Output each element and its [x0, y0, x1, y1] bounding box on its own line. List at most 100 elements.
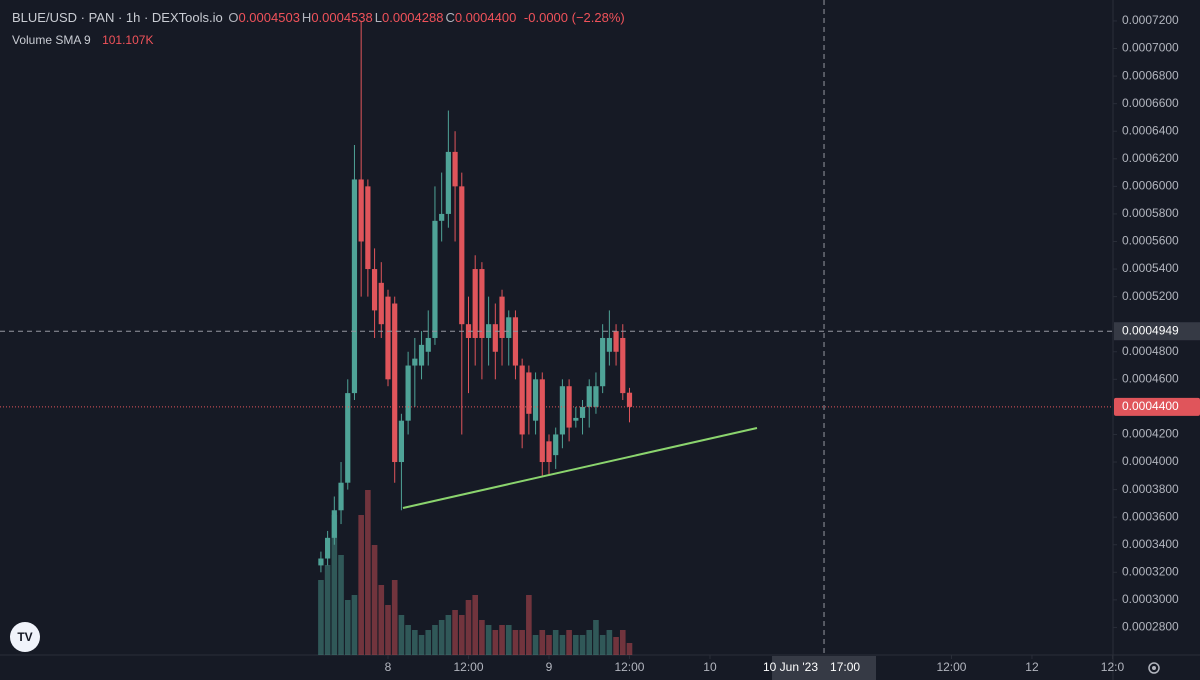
y-tick-label: 0.0004800	[1122, 344, 1179, 358]
volume-layer	[318, 490, 633, 655]
y-tick-label: 0.0005800	[1122, 206, 1179, 220]
candle-body	[398, 420, 405, 463]
volume-bar	[559, 635, 566, 655]
volume-bar	[432, 625, 438, 655]
candle-body	[546, 441, 552, 463]
volume-bar	[412, 630, 418, 655]
candle-body	[606, 337, 612, 352]
candle-body	[432, 220, 438, 338]
candle-body	[553, 434, 559, 456]
candle-body	[425, 337, 431, 352]
x-tick-label: 12:00	[614, 660, 644, 674]
volume-bar	[499, 625, 505, 655]
candle-body	[365, 186, 371, 270]
candle-body	[385, 296, 391, 380]
volume-bar	[593, 620, 599, 655]
y-tick-label: 0.0007200	[1122, 13, 1179, 27]
last-price-label: 0.0004400	[1122, 399, 1179, 413]
ohlc-value: 0.0004400	[454, 10, 517, 25]
ohlc-value: 0.0004538	[311, 10, 373, 25]
x-tick-label: 12:0	[1101, 660, 1125, 674]
header: BLUE/USD · PAN · 1h · DEXTools.io O0.000…	[12, 10, 627, 25]
ohlc-key: O	[228, 10, 239, 25]
ohlc-key: L	[374, 10, 382, 25]
volume-bar	[546, 635, 552, 655]
candle-body	[586, 386, 592, 407]
volume-bar	[331, 515, 338, 655]
candle-body	[325, 537, 331, 559]
tv-logo: TV	[10, 622, 40, 652]
ohlc-key: H	[301, 10, 312, 25]
y-tick-label: 0.0006400	[1122, 123, 1179, 137]
y-tick-label: 0.0004200	[1122, 427, 1179, 441]
candle-body	[345, 393, 351, 483]
volume-bar	[338, 555, 344, 655]
volume-bar	[552, 630, 559, 655]
volume-bar	[606, 630, 613, 655]
y-tick-label: 0.0005400	[1122, 261, 1179, 275]
y-tick-label: 0.0004000	[1122, 454, 1179, 468]
candle-body	[418, 344, 425, 366]
candle-body	[331, 510, 337, 538]
y-tick-label: 0.0006000	[1122, 179, 1179, 193]
candle-body	[439, 213, 445, 221]
y-tick-label: 0.0005200	[1122, 289, 1179, 303]
y-tick-label: 0.0007000	[1122, 41, 1179, 55]
x-tick-label: 12:00	[936, 660, 966, 674]
x-tick-label: 10	[703, 660, 717, 674]
candle-body	[579, 406, 586, 418]
volume-bar	[438, 620, 445, 655]
candle-body	[519, 365, 525, 435]
volume-bar	[365, 490, 371, 655]
volume-bar	[344, 600, 351, 655]
y-tick-label: 0.0006200	[1122, 151, 1179, 165]
candle-body	[499, 296, 505, 338]
volume-bar	[391, 580, 398, 655]
candle-body	[412, 358, 418, 366]
last-price-box	[1114, 397, 1200, 416]
candle-body	[506, 317, 512, 338]
candle-body	[371, 269, 378, 311]
candle-body	[620, 337, 626, 394]
volume-bar	[613, 637, 619, 655]
volume-bar	[532, 635, 539, 655]
x-tick-label: 12:00	[453, 660, 483, 674]
y-tick-label: 0.0006800	[1122, 68, 1179, 82]
volume-bar	[492, 630, 499, 655]
volume-legend: Volume SMA 9 101.107K	[12, 33, 155, 47]
candle-body	[479, 269, 485, 338]
volume-bar	[452, 610, 458, 655]
settings-icon[interactable]	[1148, 662, 1160, 674]
x-tick-label: 8	[385, 660, 392, 674]
crosshair-date-label: 10 Jun '23	[763, 660, 818, 674]
volume-bar	[573, 635, 579, 655]
candle-body	[452, 151, 458, 187]
candle-body	[318, 558, 324, 566]
ohlc-key: C	[445, 10, 455, 25]
y-tick-label: 0.0003800	[1122, 482, 1179, 496]
change-label: -0.0000 (−2.28%)	[523, 10, 625, 25]
volume-bar	[479, 620, 485, 655]
candle-body	[445, 151, 451, 214]
candle-body	[526, 372, 532, 414]
candle-body	[351, 179, 358, 394]
ohlc-legend: O0.0004503 H0.0004538 L0.0004288 C0.0004400	[228, 10, 518, 25]
y-tick-label: 0.0004600	[1122, 371, 1179, 385]
candle-body	[573, 417, 579, 421]
ohlc-value: 0.0004288	[382, 10, 444, 25]
volume-bar	[445, 615, 452, 655]
candle-body	[532, 379, 539, 421]
volume-bar	[425, 630, 432, 655]
candle-body	[459, 186, 465, 325]
volume-bar	[539, 630, 546, 655]
candle-body	[338, 482, 344, 511]
candle-body	[600, 337, 606, 387]
volume-bar	[318, 580, 324, 655]
candle-body	[472, 269, 478, 338]
crosshair-time-label: 17:00	[830, 660, 860, 674]
volume-bar	[485, 625, 492, 655]
volume-bar	[619, 630, 626, 655]
